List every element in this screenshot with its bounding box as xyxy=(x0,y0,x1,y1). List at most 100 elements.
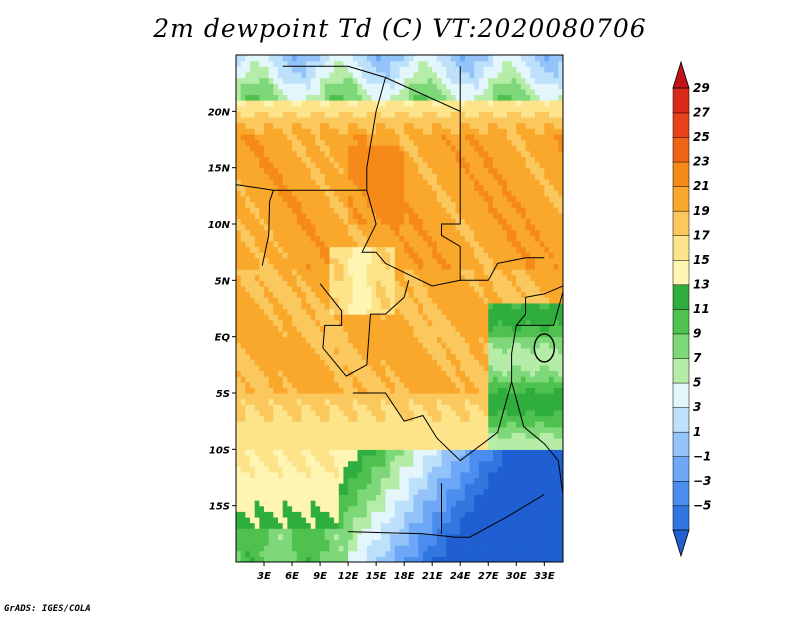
field-cell xyxy=(385,550,391,557)
field-cell xyxy=(464,291,471,298)
field-cell xyxy=(483,207,489,214)
field-cell xyxy=(329,224,335,231)
field-cell xyxy=(478,539,485,546)
field-cell xyxy=(254,308,260,315)
field-cell xyxy=(441,229,447,236)
field-cell xyxy=(422,319,429,326)
field-cell xyxy=(492,438,499,445)
field-cell xyxy=(464,545,471,552)
field-cell xyxy=(264,398,270,405)
field-cell xyxy=(460,364,466,372)
field-cell xyxy=(259,133,265,141)
field-cell xyxy=(464,274,471,281)
field-cell xyxy=(259,246,265,253)
field-cell xyxy=(385,500,391,507)
field-cell xyxy=(334,426,340,434)
field-cell xyxy=(441,409,447,417)
field-cell xyxy=(427,274,433,281)
field-cell xyxy=(254,432,260,439)
field-cell xyxy=(380,466,387,473)
field-cell xyxy=(399,449,405,456)
field-cell xyxy=(282,60,288,67)
field-cell xyxy=(334,224,340,231)
field-cell xyxy=(464,443,471,450)
field-cell xyxy=(287,257,293,265)
field-cell xyxy=(278,212,284,219)
field-cell xyxy=(469,207,475,214)
field-cell xyxy=(413,454,419,462)
field-cell xyxy=(399,274,405,281)
field-cell xyxy=(324,122,331,129)
field-cell xyxy=(240,404,246,411)
field-cell xyxy=(273,556,279,562)
field-cell xyxy=(376,229,382,236)
field-cell xyxy=(376,218,382,225)
field-cell xyxy=(338,381,345,388)
field-cell xyxy=(413,156,419,163)
field-cell xyxy=(413,252,419,259)
field-cell xyxy=(432,415,438,422)
field-cell xyxy=(259,533,265,541)
field-cell xyxy=(282,71,288,79)
field-cell xyxy=(329,556,335,562)
field-cell xyxy=(324,269,331,276)
field-cell xyxy=(273,454,279,462)
field-cell xyxy=(483,167,489,174)
field-cell xyxy=(334,246,340,253)
field-cell xyxy=(273,291,279,298)
field-cell xyxy=(324,545,331,552)
field-cell xyxy=(371,190,377,197)
field-cell xyxy=(446,353,452,360)
field-cell xyxy=(478,443,485,450)
field-cell xyxy=(362,404,368,411)
field-cell xyxy=(338,240,345,248)
field-cell xyxy=(240,449,246,456)
field-cell xyxy=(324,342,331,349)
field-cell xyxy=(399,55,405,62)
field-cell xyxy=(254,105,260,112)
field-cell xyxy=(259,477,265,484)
field-cell xyxy=(404,483,410,490)
field-cell xyxy=(474,471,480,479)
field-cell xyxy=(418,88,424,96)
field-cell xyxy=(259,550,265,557)
field-cell xyxy=(488,88,494,96)
field-cell xyxy=(268,387,274,394)
field-cell xyxy=(450,263,457,270)
field-cell xyxy=(273,449,279,456)
field-cell xyxy=(488,319,494,326)
field-cell xyxy=(432,522,438,529)
field-cell xyxy=(399,460,405,467)
field-cell xyxy=(320,212,326,219)
field-cell xyxy=(352,376,359,383)
field-cell xyxy=(315,235,321,242)
field-cell xyxy=(236,257,242,265)
field-cell xyxy=(236,190,242,197)
field-cell xyxy=(240,302,246,310)
field-cell xyxy=(259,438,265,445)
field-cell xyxy=(371,550,377,557)
field-cell xyxy=(436,269,443,276)
field-cell xyxy=(292,71,298,79)
field-cell xyxy=(390,409,396,417)
field-cell xyxy=(455,545,461,552)
field-cell xyxy=(259,500,265,507)
field-cell xyxy=(441,150,447,157)
field-cell xyxy=(306,359,312,366)
field-cell xyxy=(404,156,410,163)
field-cell xyxy=(436,528,443,535)
field-cell xyxy=(446,477,452,484)
field-cell xyxy=(385,71,391,79)
field-cell xyxy=(418,438,424,445)
field-cell xyxy=(455,201,461,208)
field-cell xyxy=(362,133,368,141)
field-cell xyxy=(254,404,260,411)
field-cell xyxy=(413,291,419,298)
field-cell xyxy=(427,522,433,529)
field-cell xyxy=(320,55,326,62)
field-cell xyxy=(292,319,298,326)
field-cell xyxy=(343,331,349,338)
field-cell xyxy=(483,285,489,293)
field-cell xyxy=(376,60,382,67)
field-cell xyxy=(240,66,246,73)
